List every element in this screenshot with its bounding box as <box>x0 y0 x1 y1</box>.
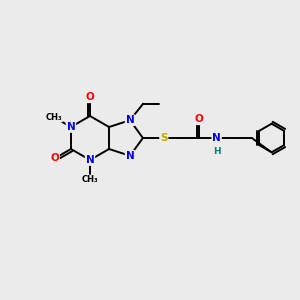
Text: N: N <box>126 151 134 161</box>
Text: O: O <box>50 153 59 163</box>
Text: N: N <box>67 122 75 132</box>
Text: N: N <box>212 133 221 143</box>
Text: N: N <box>126 115 134 125</box>
Text: H: H <box>213 147 220 156</box>
Text: CH₃: CH₃ <box>82 175 98 184</box>
Text: O: O <box>85 92 94 102</box>
Text: S: S <box>160 133 168 143</box>
Text: O: O <box>195 114 203 124</box>
Text: N: N <box>85 155 94 165</box>
Text: CH₃: CH₃ <box>46 112 62 122</box>
